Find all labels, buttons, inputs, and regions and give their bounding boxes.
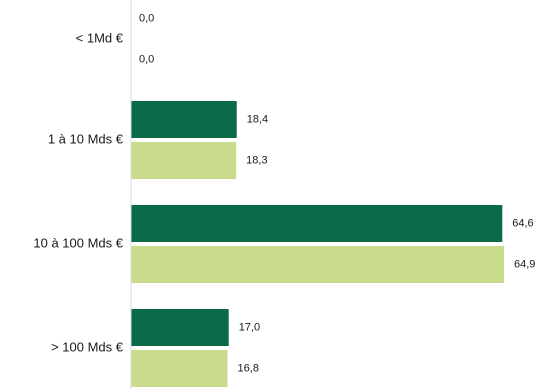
category-label: 1 à 10 Mds €: [48, 131, 124, 146]
value-label: 18,4: [247, 113, 268, 125]
category-labels: < 1Md € 1 à 10 Mds € 10 à 100 Mds € > 100 M…: [33, 30, 123, 354]
category-label: 10 à 100 Mds €: [33, 235, 123, 250]
category-label: > 100 Mds €: [51, 339, 124, 354]
bar-series-2: [131, 350, 228, 387]
bar-series-1: [131, 101, 237, 138]
bars: [131, 101, 504, 387]
value-label: 0,0: [139, 12, 154, 24]
value-labels: 0,0 0,0 18,4 18,3 64,6 64,9 17,0 16,8: [139, 12, 535, 374]
value-label: 16,8: [238, 362, 259, 374]
category-label: < 1Md €: [76, 30, 124, 45]
bar-series-1: [131, 205, 503, 242]
bar-series-2: [131, 142, 237, 179]
value-label: 64,9: [514, 258, 535, 270]
value-label: 64,6: [512, 217, 533, 229]
value-label: 0,0: [139, 53, 154, 65]
bar-series-1: [131, 309, 229, 346]
value-label: 17,0: [239, 321, 260, 333]
bar-series-2: [131, 246, 504, 283]
value-label: 18,3: [246, 154, 267, 166]
